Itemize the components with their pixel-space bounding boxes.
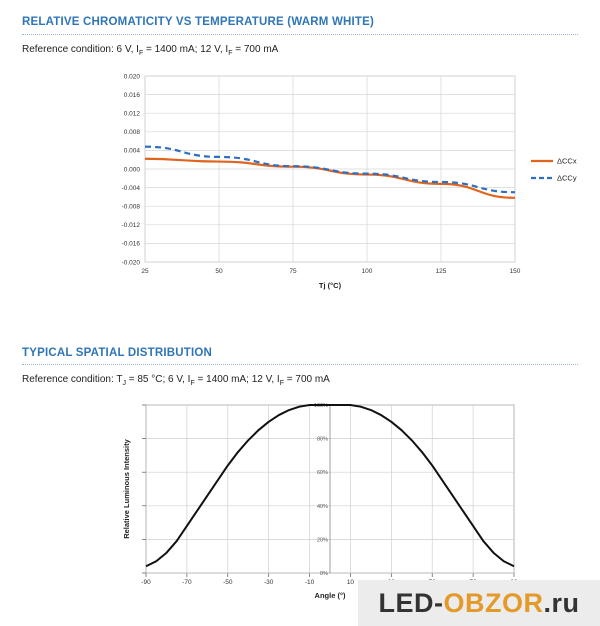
chart1-y-tick-label: 0.016 [124, 92, 141, 99]
chart1-y-tick-label: 0.000 [124, 166, 141, 173]
ref1-pre: Reference condition: 6 V, I [22, 44, 139, 55]
chart1-y-tick-label: 0.008 [124, 129, 141, 136]
chart2-x-tick-label: -50 [223, 579, 233, 586]
chart1-x-tick-label: 125 [436, 268, 447, 275]
chart2-title-divider [22, 364, 578, 365]
ref2-a: = 85 °C; 6 V, I [125, 374, 191, 385]
watermark-part-ru: .ru [543, 587, 580, 618]
chart2-reference-condition: Reference condition: TJ = 85 °C; 6 V, IF… [22, 374, 330, 387]
chart1-x-axis-title: Tj (°C) [319, 281, 342, 290]
ref1-sub2: F [228, 50, 233, 57]
ref2-sub0: J [122, 380, 126, 387]
chart1-x-tick-label: 100 [362, 268, 373, 275]
chart1-x-tick-label: 25 [141, 268, 149, 275]
chart1-y-tick-label: -0.004 [122, 185, 141, 192]
chart1-y-tick-label: 0.004 [124, 148, 141, 155]
chart2-y-tick-label: 0% [320, 571, 328, 577]
ref2-post: = 700 mA [283, 374, 330, 385]
watermark-part-obzor: OBZOR [443, 587, 544, 618]
chart1-y-tick-label: -0.012 [122, 222, 141, 229]
chart1-legend-label: ΔCCx [557, 157, 577, 166]
chart2-x-axis-title: Angle (°) [315, 591, 346, 600]
chart1-legend-label: ΔCCy [557, 174, 577, 183]
chart1-reference-condition: Reference condition: 6 V, IF = 1400 mA; … [22, 44, 278, 57]
ref1-sub1: F [138, 50, 144, 57]
ref2-sub2: F [279, 380, 284, 387]
chart2-y-tick-label: 80% [317, 437, 328, 443]
ref1-post: = 700 mA [232, 44, 279, 55]
chart2-x-tick-label: -90 [141, 579, 151, 586]
watermark-logo: LED- OBZOR .ru [358, 580, 600, 626]
chart1-x-tick-label: 150 [510, 268, 521, 275]
chart2-x-tick-label: 10 [347, 579, 355, 586]
chart1-title-divider [22, 34, 578, 35]
chart1-y-tick-label: -0.008 [122, 204, 141, 211]
chart1-section-title: RELATIVE CHROMATICITY VS TEMPERATURE (WA… [22, 16, 375, 28]
chart2-x-tick-label: -10 [305, 579, 315, 586]
chart1-y-tick-label: 0.020 [124, 73, 141, 80]
chart2-y-tick-label: 60% [317, 470, 328, 476]
chart1-y-tick-label: 0.012 [124, 111, 141, 118]
chart2-y-tick-label: 40% [317, 504, 328, 510]
ref2-mid: = 1400 mA; 12 V, I [194, 374, 280, 385]
chart2-x-tick-label: -70 [182, 579, 192, 586]
ref1-mid: = 1400 mA; 12 V, I [143, 44, 229, 55]
chart1-series-line-dccy [144, 145, 516, 194]
chart1-y-tick-label: -0.016 [122, 241, 141, 248]
ref2-pre: Reference condition: T [22, 374, 123, 385]
chart1-x-tick-label: 50 [215, 268, 223, 275]
chart2-section-title: TYPICAL SPATIAL DISTRIBUTION [22, 347, 213, 359]
ref2-sub1: F [190, 380, 195, 387]
chart1-x-tick-label: 75 [289, 268, 297, 275]
chart2-y-axis-title: Relative Luminous Intensity [122, 438, 131, 538]
chart2-x-tick-label: -30 [264, 579, 274, 586]
watermark-part-led: LED- [378, 587, 444, 618]
chart2-y-tick-label: 20% [317, 537, 328, 543]
chart1-y-tick-label: -0.020 [122, 259, 141, 266]
